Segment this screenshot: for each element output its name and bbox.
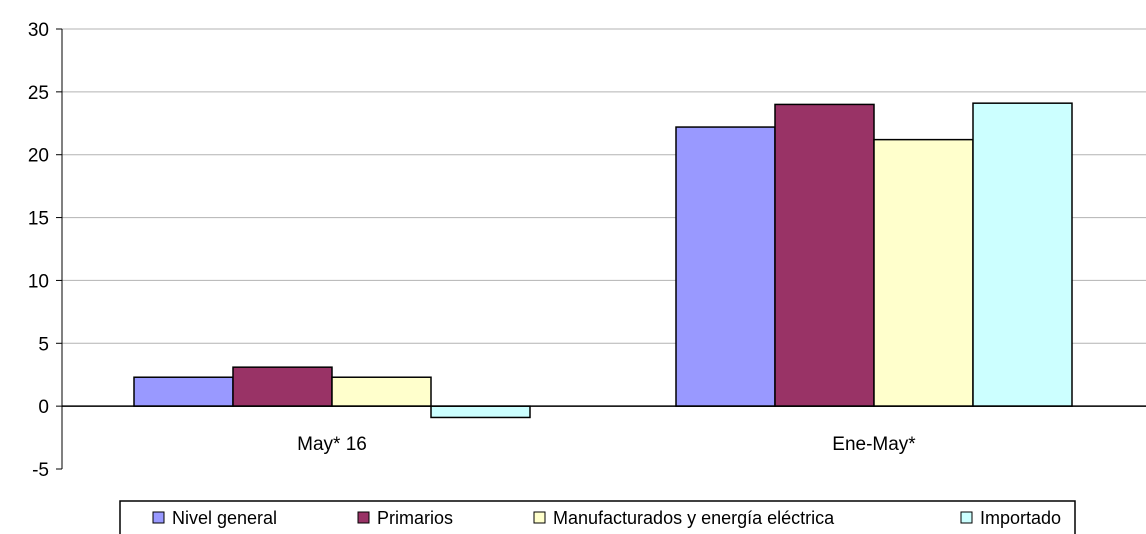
y-tick-label: 0 xyxy=(38,397,49,418)
bar-3-2 xyxy=(873,138,974,407)
y-axis: 30 25 20 15 10 5 0 -5 xyxy=(28,20,63,481)
legend-swatch xyxy=(152,511,165,524)
x-axis: May* 16 Ene-May* xyxy=(62,405,1146,455)
legend-label: Nivel general xyxy=(172,508,277,528)
bar-3-1 xyxy=(331,376,432,407)
bar-2-2 xyxy=(774,103,875,407)
legend-swatch xyxy=(357,511,370,524)
bar-2-1 xyxy=(232,366,333,407)
y-tick-label: 30 xyxy=(28,20,49,41)
legend: Nivel general Primarios Manufacturados y e… xyxy=(119,500,1076,534)
y-tick-label: 25 xyxy=(28,83,49,104)
legend-label: Importado xyxy=(980,508,1061,528)
y-tick-label: 15 xyxy=(28,209,49,230)
legend-label: Primarios xyxy=(377,508,453,528)
bar-1-1 xyxy=(133,376,234,407)
legend-box xyxy=(119,500,1076,534)
bar-1-2 xyxy=(675,126,776,407)
y-tick-label: 10 xyxy=(28,271,49,292)
legend-label: Manufacturados y energía eléctrica xyxy=(553,508,835,528)
y-tick-label: 20 xyxy=(28,146,49,167)
y-tick-label: 5 xyxy=(38,334,49,355)
legend-swatch xyxy=(533,511,546,524)
bars xyxy=(133,102,1073,419)
category-label: Ene-May* xyxy=(832,434,916,455)
bar-4-2 xyxy=(972,102,1073,407)
category-label: May* 16 xyxy=(297,434,367,455)
bar-4-1 xyxy=(430,405,531,419)
legend-swatch xyxy=(960,511,973,524)
y-tick-label: -5 xyxy=(32,460,49,481)
